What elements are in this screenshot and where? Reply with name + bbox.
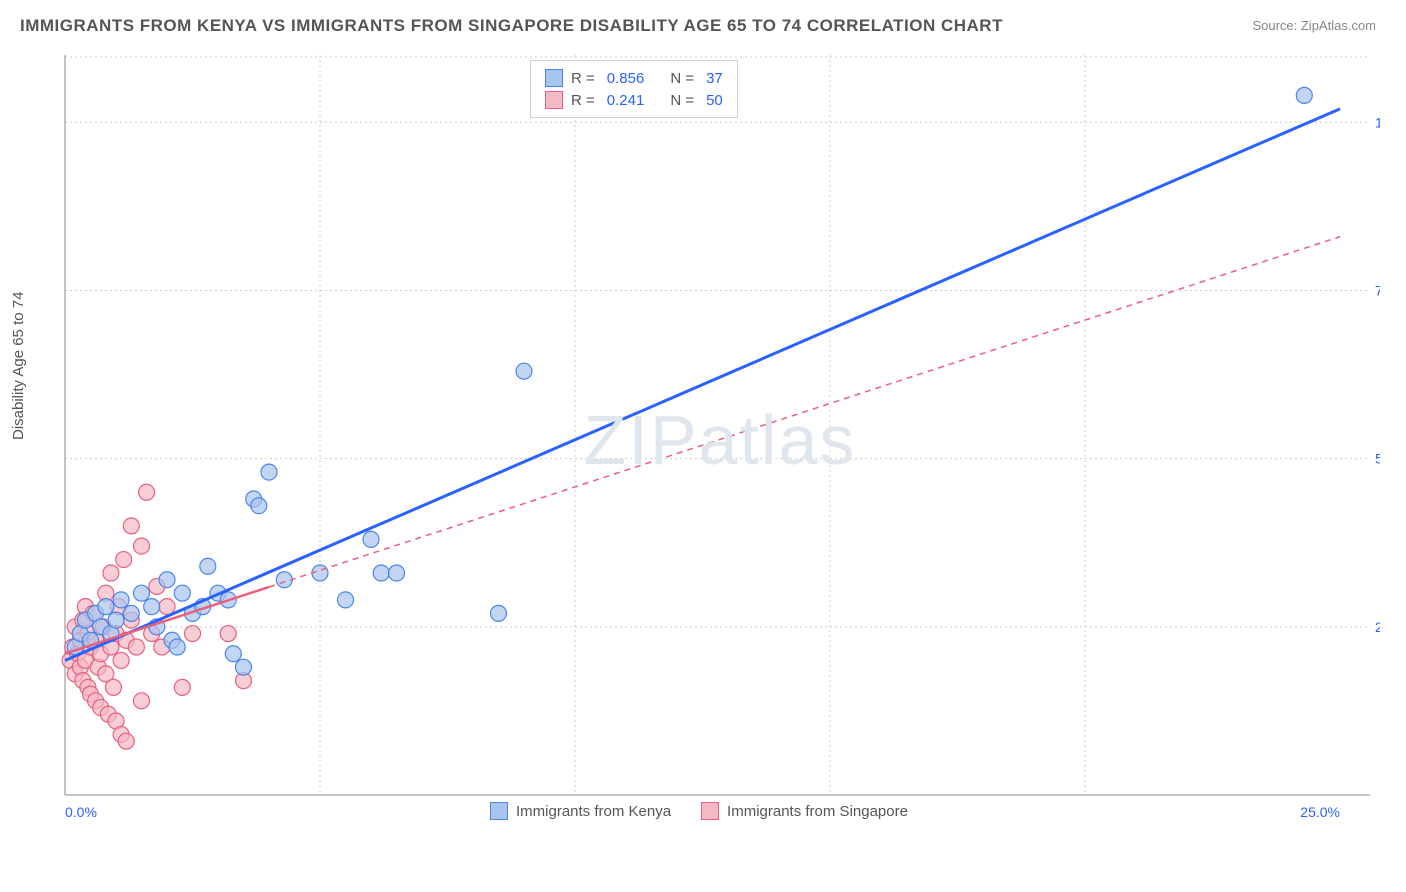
- legend-stats: R = 0.856 N = 37 R = 0.241 N = 50: [530, 60, 738, 118]
- y-axis-label: Disability Age 65 to 74: [10, 292, 27, 440]
- legend-series-item: Immigrants from Kenya: [490, 802, 671, 820]
- r-label: R =: [571, 70, 595, 87]
- svg-text:0.0%: 0.0%: [65, 804, 97, 820]
- r-label: R =: [571, 92, 595, 109]
- legend-series: Immigrants from Kenya Immigrants from Sin…: [490, 802, 908, 820]
- chart-title: IMMIGRANTS FROM KENYA VS IMMIGRANTS FROM…: [20, 16, 1003, 36]
- svg-text:50.0%: 50.0%: [1375, 451, 1380, 467]
- svg-text:100.0%: 100.0%: [1375, 114, 1380, 130]
- svg-text:25.0%: 25.0%: [1375, 619, 1380, 635]
- legend-stats-row: R = 0.856 N = 37: [545, 67, 723, 89]
- r-value: 0.856: [607, 70, 645, 87]
- n-label: N =: [670, 70, 694, 87]
- legend-series-label: Immigrants from Kenya: [516, 803, 671, 820]
- n-value: 37: [706, 70, 723, 87]
- n-label: N =: [670, 92, 694, 109]
- scatter-chart: 25.0% 50.0% 75.0% 100.0% 0.0% 25.0%: [60, 55, 1380, 825]
- legend-stats-row: R = 0.241 N = 50: [545, 89, 723, 111]
- legend-series-label: Immigrants from Singapore: [727, 803, 908, 820]
- svg-text:75.0%: 75.0%: [1375, 282, 1380, 298]
- chart-area: ZIPatlas R =0.856N =37R =0.241N =50 25.0…: [60, 55, 1380, 825]
- r-value: 0.241: [607, 92, 645, 109]
- legend-swatch: [545, 69, 563, 87]
- svg-text:25.0%: 25.0%: [1300, 804, 1340, 820]
- source-label: Source: ZipAtlas.com: [1252, 18, 1376, 33]
- n-value: 50: [706, 92, 723, 109]
- legend-swatch: [545, 91, 563, 109]
- legend-series-item: Immigrants from Singapore: [701, 802, 908, 820]
- legend-swatch: [701, 802, 719, 820]
- legend-swatch: [490, 802, 508, 820]
